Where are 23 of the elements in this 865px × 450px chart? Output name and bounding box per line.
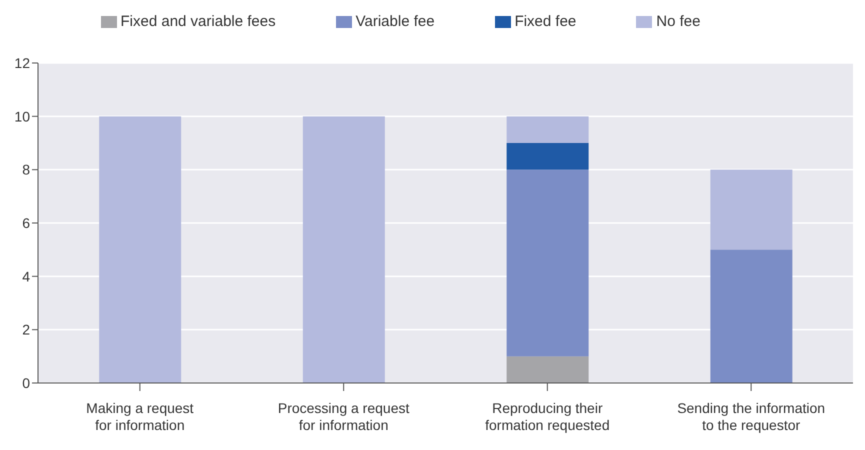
- y-tick-label: 6: [22, 214, 30, 231]
- bar: [710, 170, 792, 250]
- y-tick-label: 8: [22, 162, 30, 178]
- bar: [506, 116, 589, 143]
- y-tick-label: 0: [22, 374, 30, 391]
- x-tick-label: Making a request for information: [86, 400, 194, 433]
- legend-label: Variable fee: [356, 13, 435, 30]
- bar: [710, 250, 792, 383]
- legend-label: Fixed fee: [514, 13, 576, 30]
- y-tick-label: 2: [22, 322, 30, 338]
- bar: [99, 116, 182, 383]
- legend-label: No fee: [656, 13, 700, 30]
- bar: [506, 356, 589, 383]
- y-tick-label: 12: [14, 54, 30, 71]
- bar: [506, 170, 589, 356]
- x-tick-label: Processing a request for information: [278, 400, 410, 433]
- bar: [506, 143, 589, 170]
- x-tick-label: Reproducing their formation requested: [485, 400, 610, 433]
- legend-label: Fixed and variable fees: [120, 13, 276, 30]
- bar: [302, 116, 385, 383]
- y-tick-label: 10: [14, 108, 30, 124]
- y-tick-label: 4: [22, 268, 30, 284]
- x-tick-label: Sending the information to the requestor: [677, 400, 826, 433]
